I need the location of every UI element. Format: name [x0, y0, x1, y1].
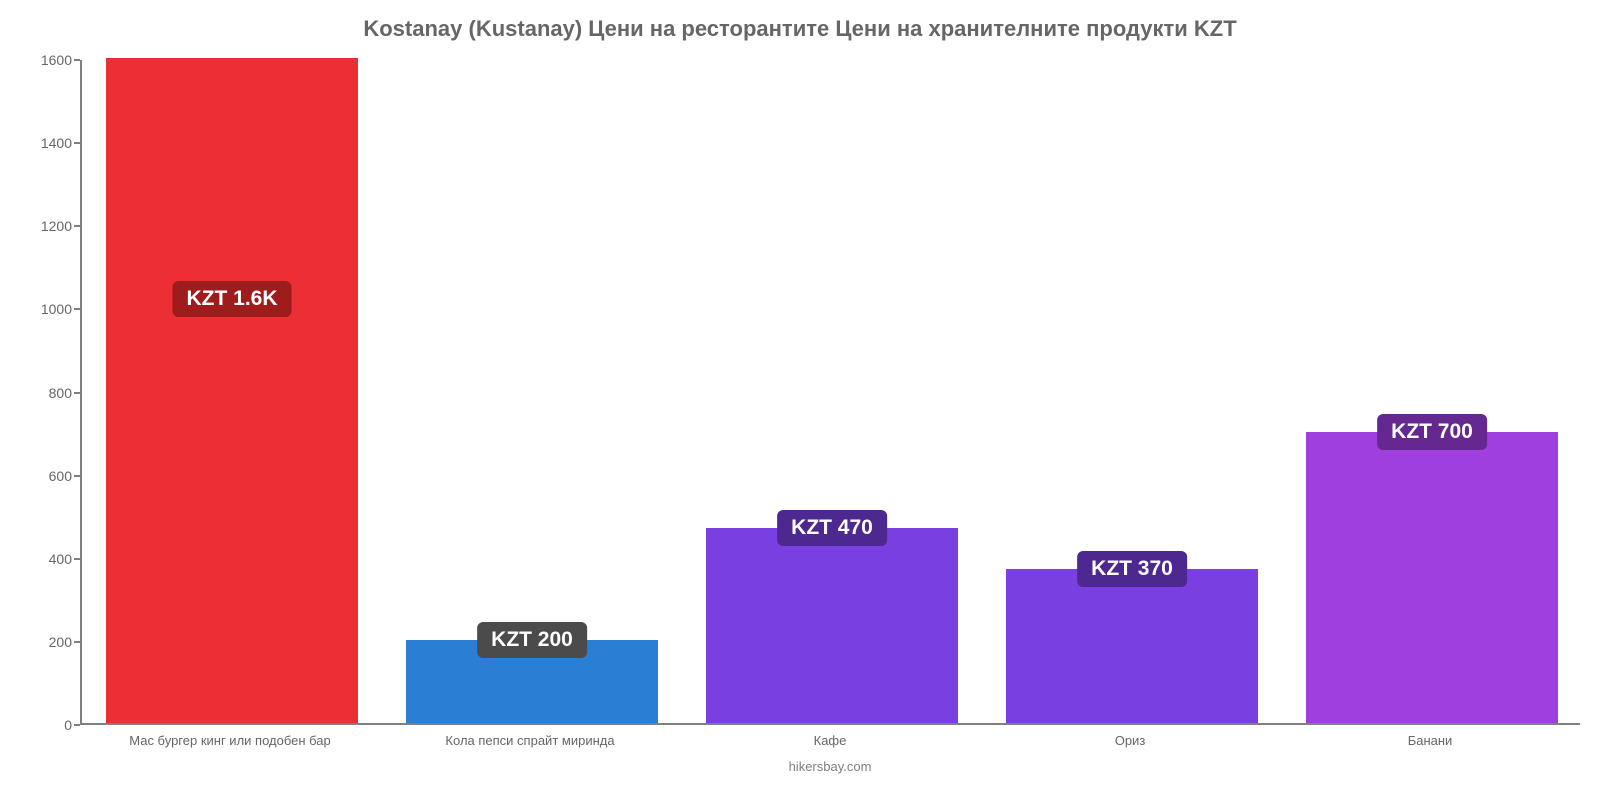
- y-tick-label: 1400: [20, 135, 72, 151]
- y-tick-label: 400: [20, 551, 72, 567]
- bar-value-label: KZT 1.6K: [172, 281, 291, 317]
- y-tick-mark: [74, 392, 80, 394]
- source-label: hikersbay.com: [80, 759, 1580, 774]
- bar: [1006, 569, 1258, 723]
- y-tick-mark: [74, 558, 80, 560]
- y-tick-mark: [74, 724, 80, 726]
- y-tick-mark: [74, 59, 80, 61]
- bar-value-label: KZT 200: [477, 622, 587, 658]
- y-tick-label: 600: [20, 468, 72, 484]
- y-tick-mark: [74, 308, 80, 310]
- y-tick-label: 1200: [20, 218, 72, 234]
- bar: [1306, 432, 1558, 723]
- x-category-label: Мас бургер кинг или подобен бар: [129, 733, 331, 748]
- bar-value-label: KZT 470: [777, 510, 887, 546]
- y-tick-label: 200: [20, 634, 72, 650]
- y-tick-label: 1000: [20, 301, 72, 317]
- y-tick-mark: [74, 225, 80, 227]
- y-tick-mark: [74, 142, 80, 144]
- y-tick-label: 800: [20, 385, 72, 401]
- chart-title: Kostanay (Kustanay) Цени на ресторантите…: [0, 0, 1600, 48]
- bar: [706, 528, 958, 723]
- bar: [106, 58, 358, 723]
- bar-value-label: KZT 370: [1077, 551, 1187, 587]
- y-tick-label: 1600: [20, 52, 72, 68]
- plot-region: KZT 1.6K KZT 200 KZT 470 KZT 370 KZT 700: [80, 60, 1580, 725]
- bar-value-label: KZT 700: [1377, 414, 1487, 450]
- chart-area: KZT 1.6KKZT 200KZT 470KZT 370KZT 700 020…: [80, 60, 1580, 725]
- x-category-label: Ориз: [1115, 733, 1146, 748]
- x-category-label: Кола пепси спрайт миринда: [445, 733, 614, 748]
- y-tick-mark: [74, 641, 80, 643]
- x-category-label: Банани: [1408, 733, 1453, 748]
- x-category-label: Кафе: [814, 733, 847, 748]
- y-tick-label: 0: [20, 717, 72, 733]
- y-tick-mark: [74, 475, 80, 477]
